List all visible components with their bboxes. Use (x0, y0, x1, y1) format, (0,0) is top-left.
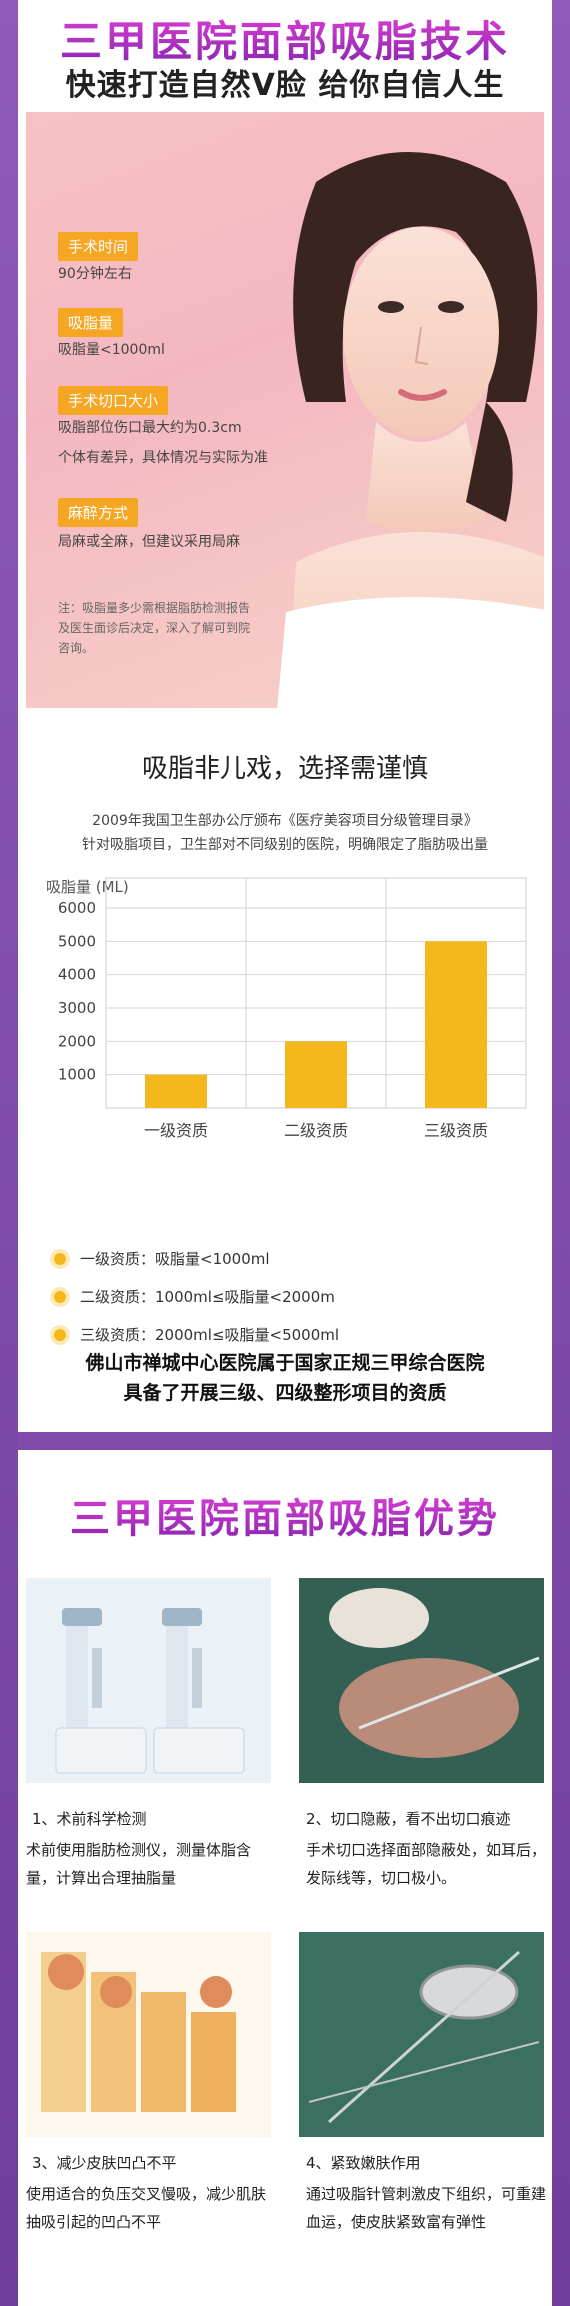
regulation-desc-2: 针对吸脂项目，卫生部对不同级别的医院，明确限定了脂肪吸出量 (82, 837, 488, 853)
legend-dot-icon (54, 1290, 66, 1303)
page-subtitle: 快速打造自然V脸 给你自信人生 (65, 68, 505, 103)
regulation-desc-1: 2009年我国卫生部办公厅颁布《医疗美容项目分级管理目录》 (92, 813, 478, 829)
advantages-title: 三甲医院面部吸脂优势 (70, 1496, 500, 1542)
bar-1 (145, 1074, 207, 1108)
card-2-image (299, 1578, 544, 1783)
x-tick-label: 三级资质 (424, 1121, 488, 1140)
legend-dot-icon (54, 1252, 66, 1265)
card-4-text: 通过吸脂针管刺激皮下组织，可重建血运，使皮肤紧致富有弹性 (306, 2185, 547, 2231)
card-1-text: 术前使用脂肪检测仪，测量体脂含量，计算出合理抽脂量 (26, 1841, 252, 1887)
hospital-statement-1: 佛山市禅城中心医院属于国家正规三甲综合医院 (85, 1352, 485, 1374)
incision-size-tag: 手术切口大小 (58, 386, 169, 415)
y-tick-label: 6000 (58, 899, 96, 917)
card-4-title: 4、紧致嫩肤作用 (306, 2154, 421, 2172)
incision-size-text: 吸脂部位伤口最大约为0.3cm (58, 420, 242, 436)
surgery-time-tag: 手术时间 (58, 232, 139, 261)
liposuction-volume-text: 吸脂量<1000ml (58, 342, 165, 358)
x-tick-label: 二级资质 (284, 1121, 348, 1140)
legend-item-level1: 一级资质：吸脂量<1000ml (54, 1248, 270, 1269)
hero-note: 注：吸脂量多少需根据脂肪检测报告及医生面诊后决定，深入了解可到院咨询。 (58, 601, 251, 655)
bar-2 (285, 1041, 347, 1108)
anesthesia-text: 局麻或全麻，但建议采用局麻 (58, 534, 240, 550)
liposuction-volume-tag: 吸脂量 (58, 308, 124, 337)
card-1-title: 1、术前科学检测 (32, 1810, 147, 1828)
legend-label: 一级资质：吸脂量<1000ml (80, 1250, 270, 1268)
card-2-title: 2、切口隐蔽，看不出切口痕迹 (306, 1810, 511, 1828)
surgery-time-text: 90分钟左右 (58, 266, 132, 282)
model-portrait-image (277, 152, 544, 708)
card-3-image (26, 1932, 271, 2137)
page-content: 三甲医院面部吸脂技术 快速打造自然V脸 给你自信人生 手术时间 90分钟左右 吸… (18, 0, 552, 2306)
y-tick-label: 3000 (58, 999, 96, 1017)
regulation-section: 吸脂非儿戏，选择需谨慎 2009年我国卫生部办公厅颁布《医疗美容项目分级管理目录… (26, 718, 544, 1418)
y-tick-label: 2000 (58, 1032, 96, 1050)
anesthesia-tag: 麻醉方式 (58, 498, 139, 527)
regulation-title: 吸脂非儿戏，选择需谨慎 (141, 754, 428, 784)
card-3-title: 3、减少皮肤凹凸不平 (32, 2154, 177, 2172)
card-2-text: 手术切口选择面部隐蔽处，如耳后，发际线等，切口极小。 (306, 1841, 547, 1887)
bar-3 (425, 941, 487, 1108)
legend-dot-icon (54, 1328, 66, 1341)
liposuction-limit-chart: 吸脂量 (ML) 1000 2000 3000 4000 5000 6000 一级资质 二级资质… (46, 877, 527, 1140)
hero-banner: 手术时间 90分钟左右 吸脂量 吸脂量<1000ml 手术切口大小 吸脂部位伤口… (26, 112, 544, 708)
card-1-image (26, 1578, 271, 1783)
card-4-image (299, 1932, 544, 2137)
legend-item-level3: 三级资质：2000ml≤吸脂量<5000ml (54, 1324, 339, 1345)
incision-size-note: 个体有差异，具体情况与实际为准 (58, 450, 268, 466)
hospital-statement-2: 具备了开展三级、四级整形项目的资质 (123, 1382, 447, 1404)
x-tick-label: 一级资质 (144, 1121, 208, 1140)
y-axis-label: 吸脂量 (ML) (46, 878, 129, 896)
y-tick-label: 4000 (58, 966, 96, 984)
y-tick-label: 1000 (58, 1066, 96, 1084)
y-tick-label: 5000 (58, 932, 96, 950)
legend-item-level2: 二级资质：1000ml≤吸脂量<2000m (54, 1286, 335, 1307)
page-title: 三甲医院面部吸脂技术 (59, 17, 510, 66)
legend-label: 三级资质：2000ml≤吸脂量<5000ml (80, 1326, 340, 1344)
card-3-text: 使用适合的负压交叉慢吸，减少肌肤抽吸引起的凹凸不平 (26, 2185, 267, 2231)
legend-label: 二级资质：1000ml≤吸脂量<2000m (80, 1288, 335, 1306)
section-divider (18, 1432, 552, 1450)
